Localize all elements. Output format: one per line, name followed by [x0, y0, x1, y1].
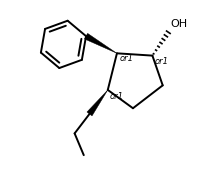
Text: or1: or1 — [120, 54, 134, 63]
Text: or1: or1 — [110, 92, 124, 101]
Polygon shape — [84, 33, 117, 53]
Text: or1: or1 — [155, 57, 169, 66]
Text: OH: OH — [171, 19, 188, 29]
Polygon shape — [87, 90, 108, 116]
